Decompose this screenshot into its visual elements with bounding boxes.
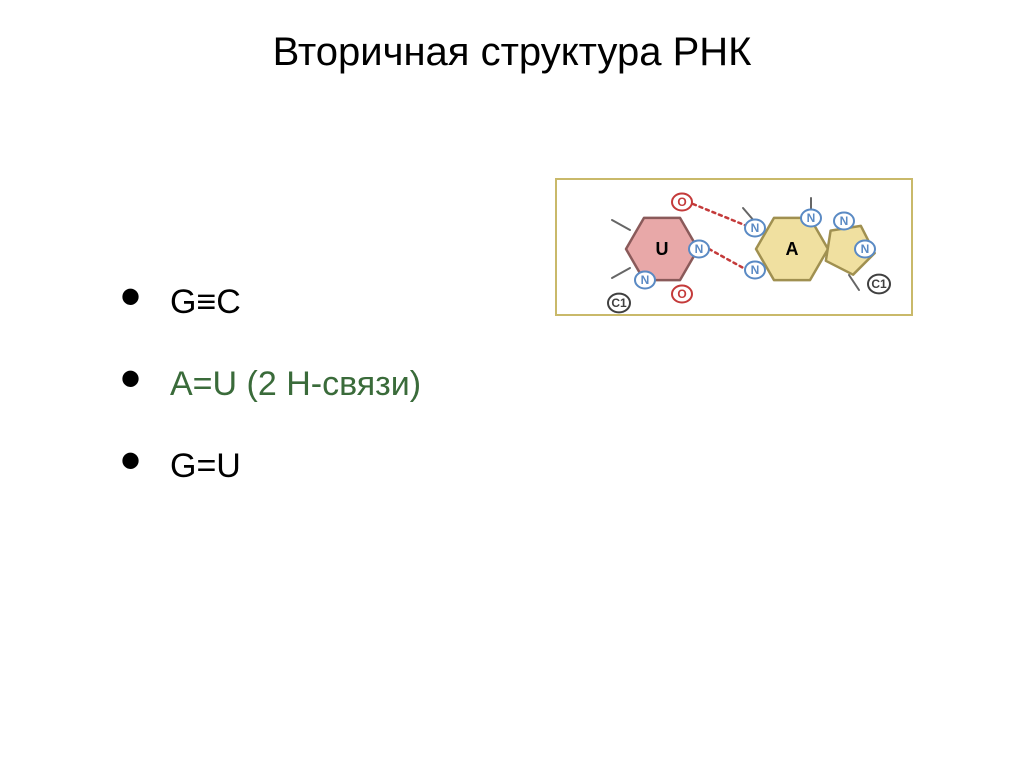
svg-text:N: N — [751, 263, 760, 277]
svg-text:C1: C1 — [871, 277, 887, 291]
svg-text:N: N — [861, 242, 870, 256]
svg-text:A: A — [786, 239, 799, 259]
bullet-item: G≡C — [120, 285, 421, 319]
bullet-list: G≡C A=U (2 H-связи) G=U — [120, 285, 421, 531]
bullet-item: G=U — [120, 449, 421, 483]
svg-text:O: O — [677, 195, 686, 209]
svg-text:N: N — [807, 211, 816, 225]
bullet-item: A=U (2 H-связи) — [120, 367, 421, 401]
svg-text:C1: C1 — [611, 296, 627, 310]
svg-text:O: O — [677, 287, 686, 301]
svg-text:U: U — [656, 239, 669, 259]
svg-text:N: N — [695, 242, 704, 256]
page-title: Вторичная структура РНК — [0, 30, 1024, 75]
svg-text:N: N — [641, 273, 650, 287]
svg-text:N: N — [751, 221, 760, 235]
molecule-svg: UAONNOC1NNNNNC1 — [557, 180, 911, 314]
svg-text:N: N — [840, 214, 849, 228]
slide: Вторичная структура РНК G≡C A=U (2 H-связ… — [0, 0, 1024, 768]
base-pair-diagram: UAONNOC1NNNNNC1 — [555, 178, 913, 316]
